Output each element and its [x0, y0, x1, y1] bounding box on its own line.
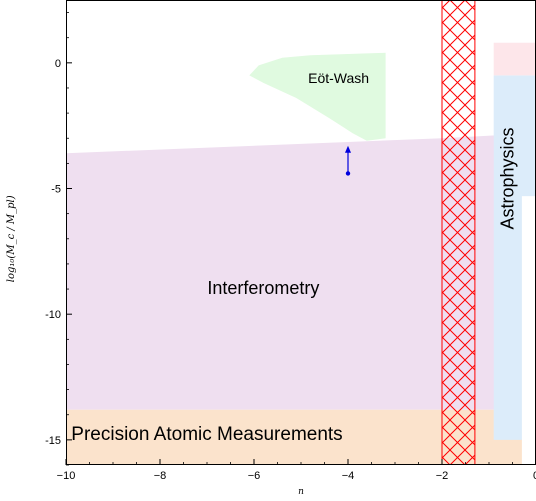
region-band-4 — [493, 42, 536, 76]
x-tick-label: −10 — [57, 470, 76, 482]
region-band-5 — [521, 196, 536, 465]
region-e-t-wash — [249, 52, 386, 141]
arrow-head — [345, 145, 351, 153]
region-precision-atomic-measurements — [66, 409, 536, 465]
y-tick-label: -5 — [51, 184, 61, 196]
regions-layer — [66, 42, 536, 465]
precision-atomic-label: Precision Atomic Measurements — [71, 424, 342, 445]
y-axis-label: log₁₀(M_c / M_pl) — [6, 195, 17, 282]
x-tick-label: −6 — [248, 470, 261, 482]
astrophysics-label: Astrophysics — [497, 127, 517, 229]
x-tick-label: 0 — [533, 470, 536, 482]
arrow-layer — [345, 145, 351, 176]
region-interferometry — [66, 133, 536, 410]
y-tick-label: -10 — [45, 309, 61, 321]
interferometry-label: Interferometry — [207, 278, 319, 298]
excluded-band-layer — [441, 0, 476, 465]
tick-layer: −10 −8 −6 −4 −2 0 0 -5 -10 -15 — [45, 12, 536, 482]
y-tick-label: -15 — [45, 435, 61, 447]
y-tick-label: 0 — [55, 58, 61, 70]
x-tick-label: −8 — [154, 470, 167, 482]
excluded-band-hatch — [442, 0, 475, 465]
x-tick-label: −2 — [436, 470, 449, 482]
x-tick-label: −4 — [342, 470, 355, 482]
eot-wash-label: Eöt-Wash — [308, 70, 369, 86]
arrow-origin-point — [345, 171, 351, 176]
x-axis-label: n — [298, 487, 304, 497]
